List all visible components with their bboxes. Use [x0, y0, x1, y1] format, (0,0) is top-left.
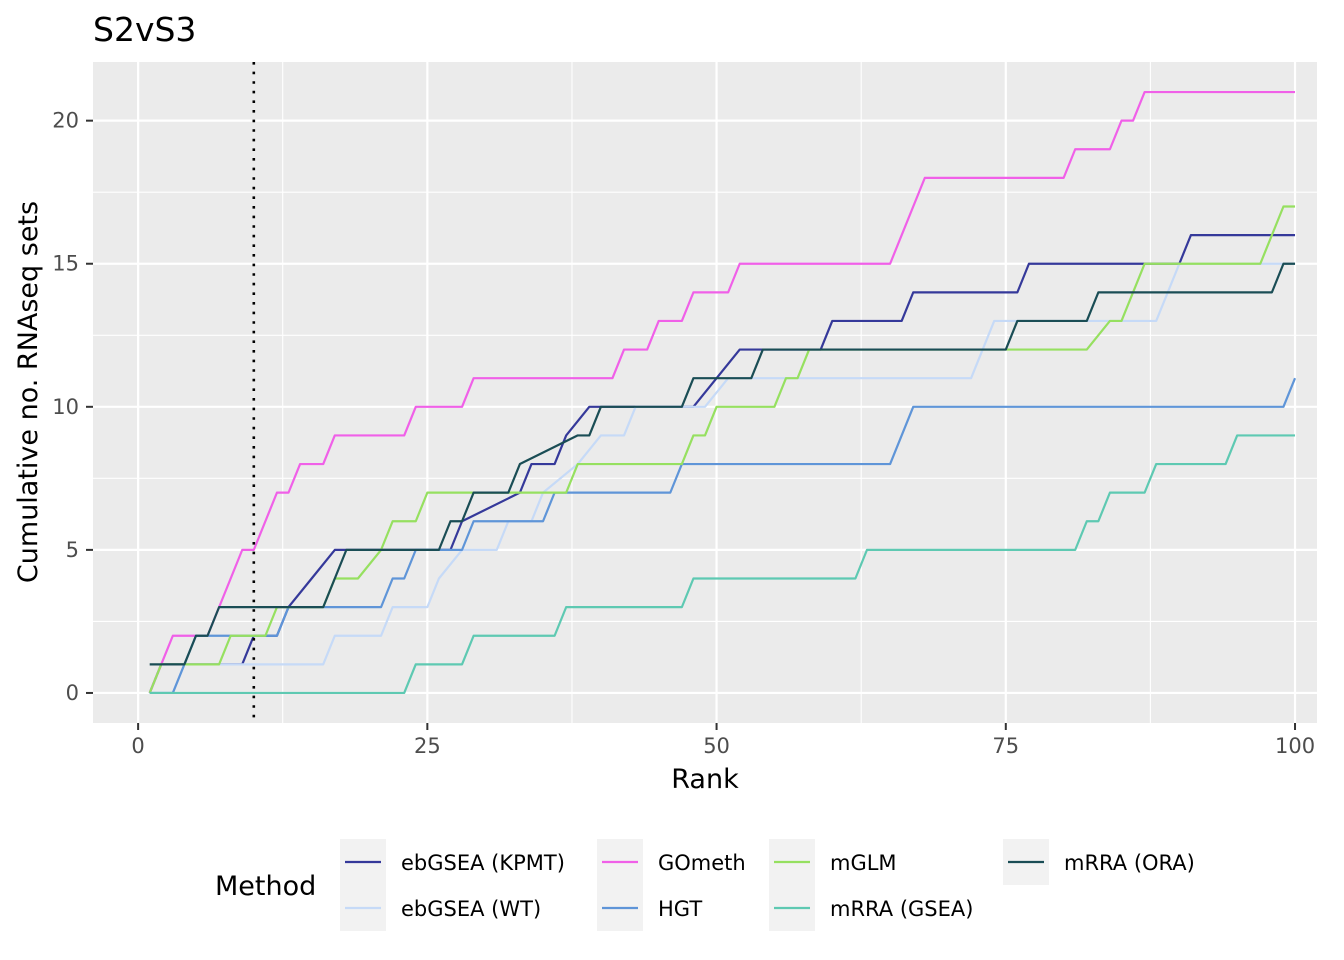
legend-title: Method — [215, 871, 316, 902]
x-tick-label: 25 — [414, 734, 441, 758]
legend-label-mrra-ora: mRRA (ORA) — [1064, 851, 1195, 875]
legend-label-gometh: GOmeth — [658, 851, 746, 875]
series-line-ebgsea-wt — [149, 262, 1296, 695]
chart-title: S2vS3 — [93, 10, 196, 49]
y-tick-label: 10 — [52, 395, 79, 419]
series-line-gometh — [148, 90, 1296, 694]
x-axis: 0 25 50 75 100 — [131, 723, 1315, 758]
legend-label-hgt: HGT — [658, 897, 702, 921]
y-axis: 0 5 10 15 20 — [52, 109, 93, 705]
series-layer — [148, 90, 1297, 695]
x-tick-label: 75 — [992, 734, 1019, 758]
y-axis-title: Cumulative no. RNAseq sets — [13, 201, 44, 583]
series-line-mrra-ora — [149, 262, 1296, 666]
x-tick-label: 0 — [131, 734, 144, 758]
legend-label-ebgsea-wt: ebGSEA (WT) — [401, 897, 541, 921]
y-tick-label: 0 — [66, 681, 79, 705]
series-line-mrra-gsea — [149, 434, 1296, 695]
x-tick-label: 50 — [703, 734, 730, 758]
x-axis-title: Rank — [671, 764, 739, 795]
series-line-hgt — [149, 377, 1297, 695]
y-tick-label: 5 — [66, 538, 79, 562]
x-tick-label: 100 — [1275, 734, 1315, 758]
legend-label-mglm: mGLM — [830, 851, 897, 875]
legend-label-mrra-gsea: mRRA (GSEA) — [830, 897, 973, 921]
y-tick-label: 15 — [52, 252, 79, 276]
legend-label-ebgsea-kpmt: ebGSEA (KPMT) — [401, 851, 565, 875]
y-tick-label: 20 — [52, 109, 79, 133]
legend: Method ebGSEA (KPMT) ebGSEA (WT) GOmeth HGT… — [215, 839, 1195, 931]
